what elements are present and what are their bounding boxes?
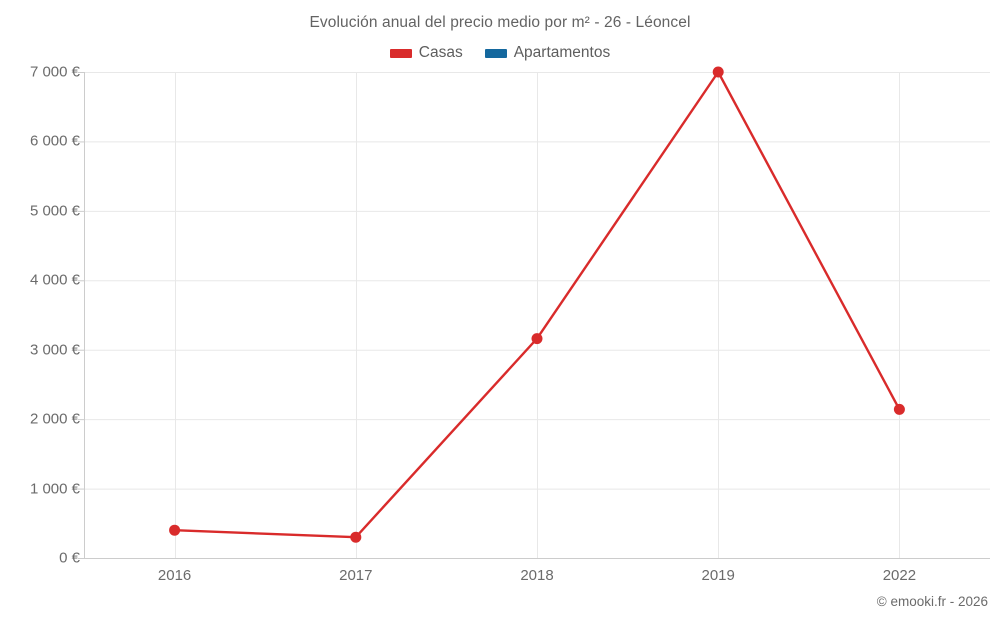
y-axis-tick-label: 7 000 €	[29, 63, 80, 81]
y-axis-tick-label: 4 000 €	[29, 271, 80, 289]
y-axis-tick-label: 6 000 €	[29, 132, 80, 150]
data-point[interactable]	[169, 524, 181, 536]
x-axis-tick-label: 2016	[157, 567, 192, 584]
chart-legend: Casas Apartamentos	[0, 44, 1000, 62]
footer-credit: © emooki.fr - 2026	[876, 594, 988, 609]
legend-swatch-casas	[389, 48, 412, 58]
data-point[interactable]	[893, 403, 905, 415]
legend-swatch-apartamentos	[484, 48, 507, 58]
y-axis-tick-label: 2 000 €	[29, 410, 80, 428]
x-axis-tick-label: 2017	[339, 567, 373, 584]
legend-label-apartamentos: Apartamentos	[513, 44, 611, 61]
chart-title: Evolución anual del precio medio por m² …	[309, 14, 691, 31]
data-point[interactable]	[712, 66, 724, 78]
y-axis-tick-label: 1 000 €	[29, 480, 80, 498]
x-axis-tick-label: 2022	[882, 567, 917, 584]
data-point[interactable]	[531, 333, 543, 345]
y-axis-tick-label: 3 000 €	[29, 341, 80, 359]
x-axis-tick-label: 2018	[520, 567, 554, 584]
x-axis-tick-label: 2019	[701, 567, 735, 584]
data-point[interactable]	[350, 531, 362, 543]
y-axis-tick-label: 5 000 €	[29, 202, 80, 220]
legend-label-casas: Casas	[418, 44, 463, 61]
y-axis-tick-label: 0 €	[59, 549, 80, 567]
legend-item-apartamentos[interactable]: Apartamentos	[484, 44, 611, 62]
y-axis-tick-labels: 7 000 € 6 000 € 5 000 € 4 000 € 3 000 € 2 000…	[0, 0, 80, 625]
legend-item-casas[interactable]: Casas	[389, 44, 463, 62]
